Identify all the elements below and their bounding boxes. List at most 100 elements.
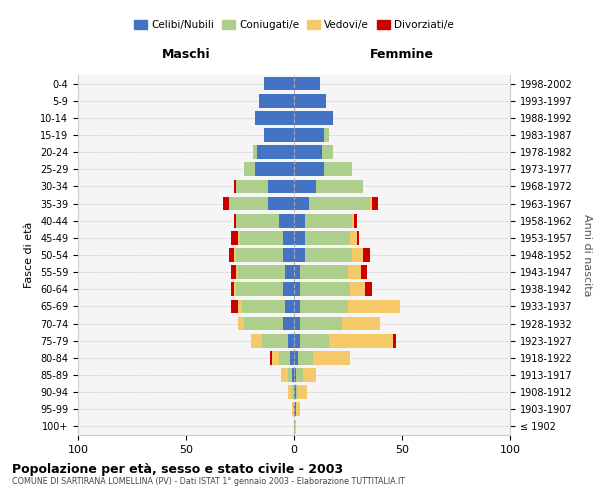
Bar: [238, 316, 244, 330]
Bar: [279, 351, 290, 364]
Bar: [238, 231, 240, 244]
Bar: [324, 128, 329, 142]
Bar: [253, 146, 257, 159]
Bar: [244, 162, 255, 176]
Bar: [352, 248, 363, 262]
Bar: [232, 300, 238, 314]
Bar: [348, 266, 361, 279]
Bar: [294, 128, 324, 142]
Bar: [286, 266, 294, 279]
Bar: [290, 351, 294, 364]
Bar: [305, 231, 350, 244]
Bar: [294, 334, 301, 347]
Bar: [294, 368, 296, 382]
Bar: [302, 368, 316, 382]
Bar: [296, 386, 298, 399]
Bar: [255, 111, 294, 124]
Bar: [316, 180, 363, 194]
Bar: [294, 94, 326, 108]
Bar: [370, 196, 372, 210]
Bar: [294, 420, 296, 434]
Bar: [313, 351, 350, 364]
Bar: [281, 368, 287, 382]
Bar: [296, 368, 302, 382]
Bar: [244, 316, 283, 330]
Bar: [287, 368, 292, 382]
Bar: [361, 266, 367, 279]
Bar: [294, 111, 333, 124]
Bar: [329, 334, 394, 347]
Bar: [268, 196, 294, 210]
Bar: [232, 231, 238, 244]
Bar: [350, 231, 356, 244]
Bar: [294, 266, 301, 279]
Bar: [341, 316, 380, 330]
Bar: [257, 146, 294, 159]
Bar: [309, 196, 370, 210]
Bar: [238, 300, 242, 314]
Y-axis label: Fasce di età: Fasce di età: [25, 222, 34, 288]
Bar: [301, 316, 341, 330]
Bar: [348, 300, 400, 314]
Bar: [242, 300, 286, 314]
Bar: [232, 266, 236, 279]
Bar: [298, 351, 313, 364]
Bar: [294, 162, 324, 176]
Bar: [352, 214, 355, 228]
Bar: [301, 334, 329, 347]
Bar: [287, 334, 294, 347]
Bar: [292, 368, 294, 382]
Bar: [236, 180, 268, 194]
Bar: [236, 214, 279, 228]
Bar: [301, 300, 348, 314]
Bar: [233, 282, 236, 296]
Bar: [294, 76, 320, 90]
Text: Femmine: Femmine: [370, 48, 434, 62]
Text: Maschi: Maschi: [161, 48, 211, 62]
Bar: [229, 196, 268, 210]
Bar: [229, 248, 233, 262]
Bar: [283, 248, 294, 262]
Bar: [286, 300, 294, 314]
Bar: [294, 231, 305, 244]
Bar: [283, 282, 294, 296]
Bar: [233, 248, 236, 262]
Bar: [294, 316, 301, 330]
Bar: [324, 162, 352, 176]
Bar: [294, 196, 309, 210]
Bar: [372, 196, 378, 210]
Bar: [294, 214, 305, 228]
Bar: [259, 94, 294, 108]
Bar: [322, 146, 333, 159]
Bar: [294, 386, 296, 399]
Bar: [294, 282, 301, 296]
Bar: [292, 402, 294, 416]
Bar: [363, 248, 370, 262]
Bar: [301, 282, 350, 296]
Bar: [365, 282, 372, 296]
Bar: [283, 316, 294, 330]
Bar: [238, 266, 286, 279]
Bar: [356, 231, 359, 244]
Bar: [255, 162, 294, 176]
Bar: [236, 266, 238, 279]
Bar: [294, 300, 301, 314]
Bar: [233, 214, 236, 228]
Bar: [270, 351, 272, 364]
Bar: [283, 231, 294, 244]
Bar: [236, 282, 283, 296]
Bar: [287, 386, 292, 399]
Bar: [223, 196, 229, 210]
Bar: [294, 248, 305, 262]
Bar: [279, 214, 294, 228]
Bar: [296, 402, 301, 416]
Legend: Celibi/Nubili, Coniugati/e, Vedovi/e, Divorziati/e: Celibi/Nubili, Coniugati/e, Vedovi/e, Di…: [130, 16, 458, 34]
Bar: [251, 334, 262, 347]
Bar: [294, 402, 296, 416]
Bar: [294, 351, 298, 364]
Y-axis label: Anni di nascita: Anni di nascita: [582, 214, 592, 296]
Bar: [394, 334, 395, 347]
Bar: [305, 248, 352, 262]
Text: COMUNE DI SARTIRANA LOMELLINA (PV) - Dati ISTAT 1° gennaio 2003 - Elaborazione T: COMUNE DI SARTIRANA LOMELLINA (PV) - Dat…: [12, 478, 405, 486]
Bar: [301, 266, 348, 279]
